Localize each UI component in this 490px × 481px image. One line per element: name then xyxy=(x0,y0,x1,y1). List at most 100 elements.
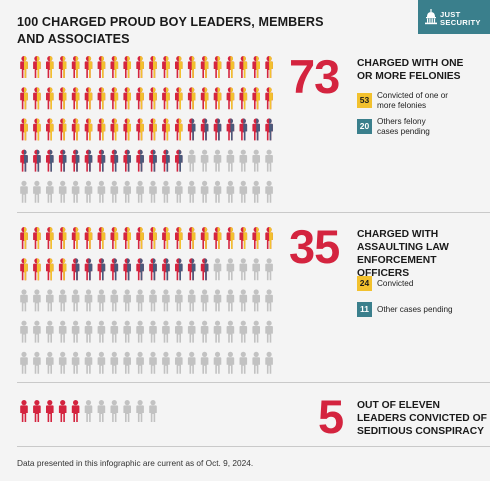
figure-not-charged xyxy=(213,289,222,312)
felonies-convicted-badge: 53 xyxy=(357,93,372,108)
figure-not-charged xyxy=(200,289,209,312)
infographic-title: 100 CHARGED PROUD BOY LEADERS, MEMBERS A… xyxy=(17,15,324,46)
figure-convicted-half xyxy=(178,87,183,110)
figure-not-charged xyxy=(71,180,80,203)
figure-convicted xyxy=(71,227,80,249)
figure-convicted xyxy=(58,227,67,249)
figure-pending xyxy=(213,118,222,141)
figure-not-charged xyxy=(252,180,260,203)
figure-convicted-right xyxy=(243,56,248,78)
figure-convicted-right xyxy=(269,56,273,78)
figure-convicted xyxy=(20,118,28,141)
figure-convicted-half xyxy=(24,56,28,78)
figure-convicted-right xyxy=(24,87,28,110)
felonies-pictograph xyxy=(20,56,273,203)
figure-convicted xyxy=(265,227,273,249)
figure-convicted-half xyxy=(178,56,183,78)
figure-pending xyxy=(187,118,196,141)
figure-convicted-half xyxy=(165,227,170,249)
figure-pending xyxy=(97,258,106,281)
figure-convicted-right xyxy=(36,258,41,281)
figure-convicted-half xyxy=(127,87,131,110)
figure-convicted-half xyxy=(191,56,196,78)
figure-pending-half xyxy=(127,149,131,172)
figure-pending xyxy=(200,258,209,281)
figure-not-charged xyxy=(239,289,248,312)
figure-pending-half xyxy=(243,118,248,141)
figure-convicted-half xyxy=(75,118,80,141)
figure-convicted-right xyxy=(75,227,80,249)
figure-pending-half xyxy=(114,149,119,172)
figure-convicted-half xyxy=(75,56,80,78)
figure-convicted-half xyxy=(62,87,67,110)
figure-not-charged xyxy=(252,149,260,172)
figure-convicted-half xyxy=(165,118,170,141)
figure-convicted-right xyxy=(88,118,93,141)
figure-not-charged xyxy=(123,180,131,203)
figure-pending xyxy=(84,258,93,281)
figure-convicted xyxy=(20,56,28,78)
figure-convicted-right xyxy=(114,56,119,78)
figure-convicted xyxy=(162,118,170,141)
figure-convicted-right xyxy=(114,118,119,141)
figure-pending-half xyxy=(140,258,144,281)
figure-convicted-half xyxy=(165,87,170,110)
assault-convicted-badge: 24 xyxy=(357,276,372,291)
figure-not-charged xyxy=(84,351,93,374)
figure-pending-half xyxy=(153,258,157,281)
figure-convicted-right xyxy=(62,87,67,110)
section-divider xyxy=(17,382,490,383)
figure-not-charged xyxy=(97,180,106,203)
figure-convicted xyxy=(46,227,54,249)
assault-total: 35 xyxy=(289,220,340,273)
figure-convicted-half xyxy=(256,87,260,110)
figure-convicted-half xyxy=(204,227,209,249)
figure-pending xyxy=(187,258,196,281)
figure-convicted xyxy=(46,258,54,281)
figure-convicted-right xyxy=(62,258,67,281)
figure-convicted xyxy=(149,227,157,249)
figure-pending-right xyxy=(153,149,157,172)
figure-convicted xyxy=(110,118,119,141)
figure-pending xyxy=(71,258,80,281)
figure-not-charged xyxy=(149,289,157,312)
figure-convicted xyxy=(175,227,183,249)
figure-convicted-right xyxy=(36,87,41,110)
figure-convicted xyxy=(33,56,41,78)
figure-pending-right xyxy=(165,258,170,281)
figure-not-charged xyxy=(265,351,273,374)
figure-convicted-half xyxy=(230,87,235,110)
figure-convicted xyxy=(58,56,67,78)
figure-pending-half xyxy=(153,149,157,172)
figure-pending xyxy=(46,149,54,172)
figure-convicted xyxy=(175,118,183,141)
figure-convicted-right xyxy=(243,87,248,110)
figure-convicted xyxy=(123,56,131,78)
figure-not-charged xyxy=(110,320,119,343)
figure-convicted-half xyxy=(153,87,157,110)
figure-convicted-right xyxy=(256,87,260,110)
figure-not-charged xyxy=(239,149,248,172)
figure-pending-half xyxy=(191,118,196,141)
figure-convicted-half xyxy=(217,56,222,78)
figure-not-charged xyxy=(213,320,222,343)
figure-not-charged xyxy=(175,289,183,312)
figure-not-charged xyxy=(110,289,119,312)
figure-pending xyxy=(226,118,235,141)
figure-convicted-right xyxy=(114,87,119,110)
figure-convicted-half xyxy=(49,258,54,281)
figure-not-charged xyxy=(20,289,28,312)
figure-convicted-half xyxy=(191,87,196,110)
just-security-logo[interactable]: JUST SECURITY xyxy=(418,0,490,34)
figure-convicted-right xyxy=(269,87,273,110)
assault-pending-badge: 11 xyxy=(357,302,372,317)
figure-not-charged xyxy=(136,180,144,203)
figure-pending xyxy=(136,258,144,281)
figure-convicted-half xyxy=(153,227,157,249)
figure-convicted-right xyxy=(127,87,131,110)
figure-pending-right xyxy=(127,149,131,172)
figure-pending-half xyxy=(75,149,80,172)
figure-convicted-right xyxy=(269,227,273,249)
figure-not-charged xyxy=(136,351,144,374)
figure-convicted-right xyxy=(204,227,209,249)
